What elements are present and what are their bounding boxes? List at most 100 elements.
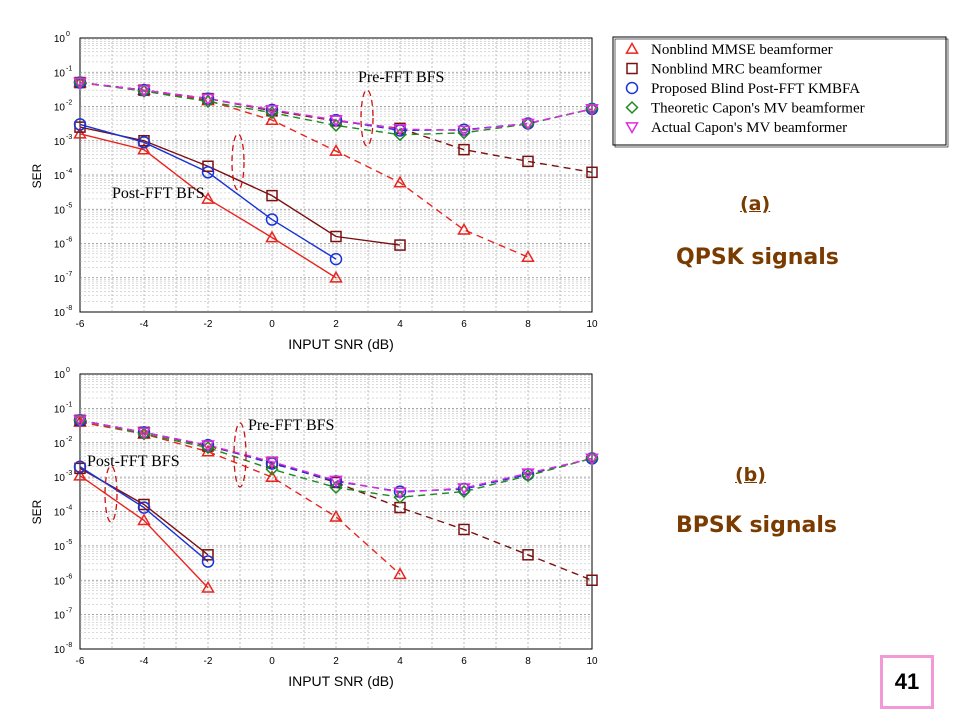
y-tick-exponent: -5 bbox=[66, 202, 72, 209]
data-point-triangle bbox=[201, 580, 215, 593]
data-point-square bbox=[586, 166, 598, 179]
x-tick-label: 2 bbox=[333, 656, 339, 667]
data-point-circle bbox=[137, 501, 151, 514]
panel-b-xlabel: INPUT SNR (dB) bbox=[288, 673, 394, 689]
panel-a-markers bbox=[73, 75, 599, 283]
panel-b-annotation-post: Post-FFT BFS bbox=[87, 453, 180, 470]
data-point-invtriangle bbox=[201, 93, 215, 106]
panel-b-annotation-pre: Pre-FFT BFS bbox=[248, 417, 334, 434]
y-tick-label: 10 bbox=[54, 205, 66, 216]
y-tick-label: 10 bbox=[54, 370, 66, 381]
data-point-square bbox=[522, 549, 534, 561]
y-tick-label: 10 bbox=[54, 473, 66, 484]
legend-box bbox=[612, 36, 947, 146]
legend-marker-square bbox=[626, 62, 638, 75]
data-point-triangle bbox=[393, 175, 407, 188]
data-point-invtriangle bbox=[73, 415, 87, 428]
data-point-triangle bbox=[457, 222, 471, 235]
data-point-invtriangle bbox=[393, 487, 407, 500]
y-tick-label: 10 bbox=[54, 439, 66, 450]
x-tick-label: -4 bbox=[140, 656, 149, 667]
data-point-invtriangle bbox=[521, 118, 535, 131]
data-point-circle bbox=[201, 166, 215, 179]
data-point-invtriangle bbox=[265, 456, 279, 469]
data-point-circle bbox=[265, 213, 279, 226]
data-point-triangle bbox=[265, 470, 279, 482]
y-tick-label: 10 bbox=[54, 68, 66, 79]
data-point-invtriangle bbox=[201, 440, 215, 453]
x-tick-label: -2 bbox=[204, 319, 213, 330]
legend-marker-diamond bbox=[625, 100, 639, 115]
data-point-invtriangle bbox=[137, 427, 151, 440]
panel-a-label: (a) bbox=[740, 193, 771, 215]
x-tick-label: -2 bbox=[204, 656, 213, 667]
x-tick-label: -6 bbox=[76, 319, 85, 330]
x-tick-label: 0 bbox=[269, 656, 275, 667]
y-tick-exponent: -8 bbox=[66, 642, 72, 649]
panel-a-xlabel: INPUT SNR (dB) bbox=[288, 336, 394, 352]
x-tick-label: 10 bbox=[586, 656, 598, 667]
y-tick-exponent: -2 bbox=[66, 436, 72, 443]
y-tick-exponent: -1 bbox=[66, 401, 72, 408]
panel-b-markers bbox=[73, 413, 599, 593]
data-point-triangle bbox=[265, 230, 279, 243]
data-point-square bbox=[522, 155, 534, 168]
series-line-post-square bbox=[79, 126, 401, 246]
y-tick-label: 10 bbox=[54, 404, 66, 415]
data-point-circle bbox=[329, 252, 343, 266]
series-line-post-triangle bbox=[79, 475, 209, 589]
data-point-triangle bbox=[329, 270, 343, 283]
data-point-invtriangle bbox=[521, 468, 535, 481]
y-tick-label: 10 bbox=[54, 240, 66, 251]
y-tick-label: 10 bbox=[54, 171, 66, 182]
data-point-triangle bbox=[137, 513, 151, 526]
data-point-diamond bbox=[265, 106, 279, 120]
y-tick-exponent: -1 bbox=[66, 65, 72, 72]
legend-box-shadow bbox=[614, 38, 949, 148]
y-tick-label: 10 bbox=[54, 645, 66, 656]
data-point-triangle bbox=[329, 509, 343, 522]
data-point-invtriangle bbox=[329, 115, 343, 128]
x-tick-label: 4 bbox=[397, 319, 403, 330]
panel-b-grid bbox=[80, 374, 592, 649]
panel-a-post-ellipse bbox=[231, 133, 245, 191]
x-tick-label: 6 bbox=[461, 319, 467, 330]
series-line-pre-diamond bbox=[79, 81, 593, 136]
data-point-triangle bbox=[521, 250, 535, 263]
data-point-invtriangle bbox=[457, 483, 471, 496]
data-point-square bbox=[202, 160, 214, 173]
panel-a-annotation-pre: Pre-FFT BFS bbox=[358, 69, 444, 86]
data-point-diamond bbox=[265, 462, 279, 476]
data-point-diamond bbox=[521, 469, 535, 483]
y-tick-exponent: -5 bbox=[66, 539, 72, 546]
y-tick-exponent: -6 bbox=[66, 237, 72, 244]
data-point-square bbox=[266, 189, 278, 202]
data-point-invtriangle bbox=[265, 104, 279, 117]
data-point-triangle bbox=[393, 567, 407, 580]
y-tick-label: 10 bbox=[54, 611, 66, 622]
data-point-circle bbox=[73, 118, 87, 131]
y-tick-exponent: -4 bbox=[66, 168, 72, 175]
data-point-diamond bbox=[457, 485, 471, 499]
y-tick-label: 10 bbox=[54, 274, 66, 285]
legend-label: Nonblind MMSE beamformer bbox=[651, 42, 833, 58]
data-point-square bbox=[458, 523, 470, 536]
panel-b-ylabel: SER bbox=[30, 499, 44, 524]
y-tick-label: 10 bbox=[54, 542, 66, 553]
x-tick-label: 4 bbox=[397, 656, 403, 667]
data-point-invtriangle bbox=[457, 125, 471, 138]
data-point-diamond bbox=[329, 480, 343, 495]
x-tick-label: 6 bbox=[461, 656, 467, 667]
x-tick-label: -6 bbox=[76, 656, 85, 667]
data-point-triangle bbox=[73, 468, 87, 481]
data-point-triangle bbox=[265, 113, 279, 126]
panel-a-ylabel: SER bbox=[30, 163, 44, 188]
data-point-circle bbox=[137, 136, 151, 149]
panel-a-annotation-post: Post-FFT BFS bbox=[112, 185, 205, 202]
x-tick-label: 10 bbox=[586, 319, 598, 330]
